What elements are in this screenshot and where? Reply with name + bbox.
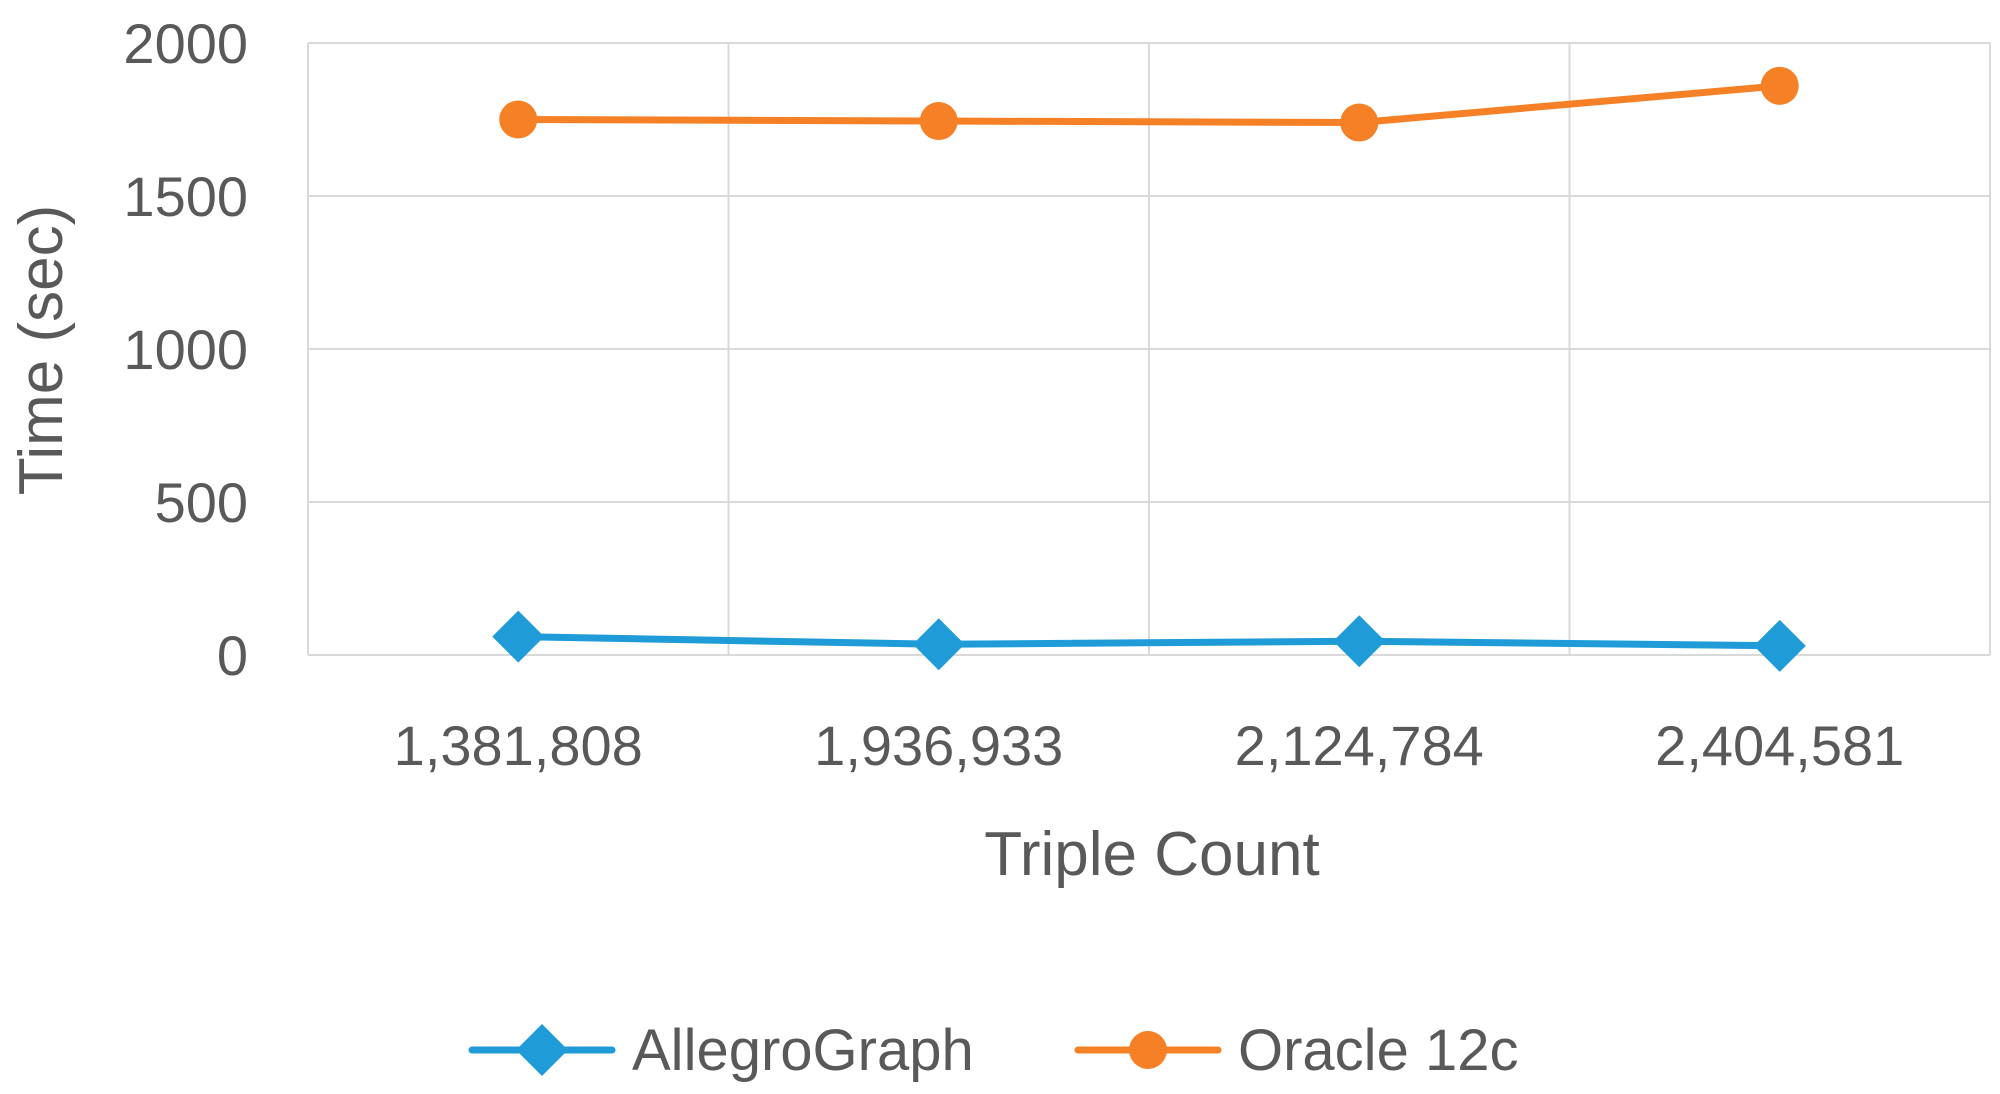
- x-tick-label: 1,936,933: [814, 714, 1063, 777]
- y-tick-label: 1500: [123, 165, 248, 228]
- legend-item: AllegroGraph: [468, 1018, 974, 1083]
- legend-label: AllegroGraph: [632, 1018, 974, 1083]
- legend: AllegroGraph Oracle 12c: [468, 1018, 1518, 1083]
- legend-marker: [1129, 1031, 1167, 1069]
- x-tick-label: 1,381,808: [394, 714, 643, 777]
- data-point: [1333, 615, 1386, 668]
- gridlines: [307, 42, 1991, 656]
- y-tick-label: 0: [217, 624, 248, 687]
- y-tick-label: 2000: [123, 12, 248, 75]
- x-axis-title: Triple Count: [984, 820, 1319, 889]
- series-lines: [492, 66, 1806, 672]
- y-axis-ticks: 0 500 1000 1500 2000: [123, 12, 248, 687]
- legend-marker: [516, 1024, 568, 1076]
- x-tick-label: 2,124,784: [1235, 714, 1484, 777]
- y-axis-title: Time (sec): [7, 205, 76, 495]
- data-point: [912, 618, 965, 671]
- series-0: [492, 610, 1806, 672]
- series-line: [514, 633, 1784, 650]
- legend-item: Oracle 12c: [1074, 1018, 1518, 1083]
- x-tick-label: 2,404,581: [1655, 714, 1904, 777]
- data-point: [492, 610, 545, 663]
- y-tick-label: 1000: [123, 318, 248, 381]
- y-tick-label: 500: [155, 471, 248, 534]
- data-point: [1753, 619, 1806, 672]
- series-1: [499, 66, 1799, 142]
- series-line: [514, 82, 1784, 127]
- data-point: [1340, 103, 1379, 142]
- legend-label: Oracle 12c: [1238, 1018, 1518, 1083]
- data-point: [919, 102, 958, 141]
- data-point: [1760, 66, 1799, 105]
- data-point: [499, 100, 538, 139]
- x-axis-ticks: 1,381,808 1,936,933 2,124,784 2,404,581: [394, 714, 1905, 777]
